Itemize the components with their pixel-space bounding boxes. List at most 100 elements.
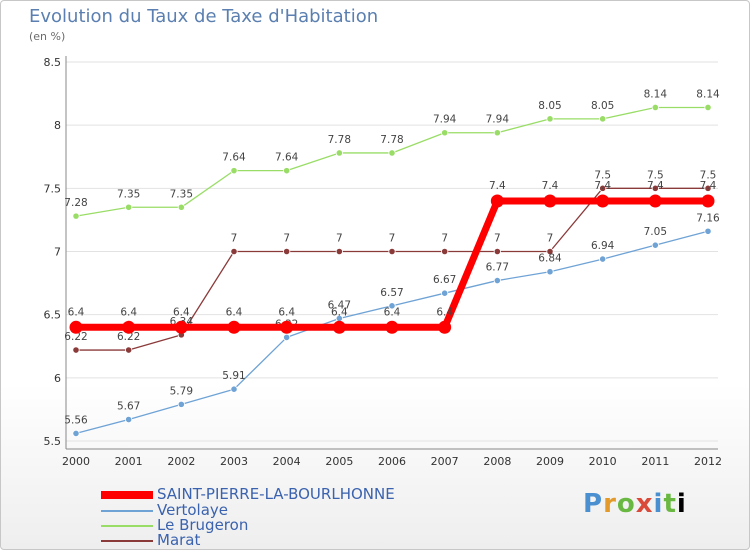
data-label: 7.4 xyxy=(542,180,559,192)
data-label: 6.4 xyxy=(331,306,348,318)
data-point xyxy=(230,167,238,175)
data-label: 7.4 xyxy=(489,180,506,192)
data-label: 7.94 xyxy=(486,114,510,126)
data-point xyxy=(599,115,607,123)
data-point xyxy=(441,289,449,297)
data-point xyxy=(388,149,396,157)
data-point xyxy=(651,184,659,192)
data-point xyxy=(72,346,80,354)
data-label: 7.4 xyxy=(700,180,717,192)
data-point xyxy=(490,194,504,208)
data-label: 7 xyxy=(389,233,396,245)
data-point xyxy=(701,194,715,208)
data-label: 7.78 xyxy=(380,134,403,146)
data-point xyxy=(72,429,80,438)
data-label: 7.5 xyxy=(647,169,664,181)
data-point xyxy=(283,333,291,342)
data-label: 7 xyxy=(494,233,501,245)
data-label: 6.4 xyxy=(436,306,453,318)
data-point xyxy=(230,247,238,256)
x-tick-label: 2006 xyxy=(378,455,406,468)
data-point xyxy=(704,103,712,112)
data-point xyxy=(280,320,294,334)
data-label: 8.14 xyxy=(696,88,720,100)
data-point xyxy=(704,184,712,192)
data-point xyxy=(177,203,185,211)
data-point xyxy=(651,103,659,112)
data-label: 8.05 xyxy=(538,100,561,112)
data-label: 7 xyxy=(547,233,554,245)
data-point xyxy=(493,247,501,256)
x-tick-label: 2008 xyxy=(483,455,511,468)
data-point xyxy=(69,320,83,334)
data-point xyxy=(177,400,185,408)
legend-swatch-saint-pierre xyxy=(101,491,153,499)
data-point xyxy=(543,194,557,208)
data-point xyxy=(388,247,396,256)
logo-letter: r xyxy=(603,489,617,519)
x-tick-label: 2009 xyxy=(536,455,564,468)
x-tick-label: 2012 xyxy=(694,455,722,468)
x-tick-label: 2007 xyxy=(431,455,459,468)
logo-letter: i xyxy=(676,489,687,519)
data-point xyxy=(546,115,554,123)
data-label: 7.64 xyxy=(222,152,246,164)
data-point xyxy=(651,241,659,249)
legend-label-le-brugeron: Le Brugeron xyxy=(157,516,249,534)
data-label: 6.84 xyxy=(538,253,562,265)
chart-title: Evolution du Taux de Taxe d'Habitation xyxy=(29,6,379,27)
data-point xyxy=(332,320,346,334)
data-label: 6.22 xyxy=(117,331,140,343)
y-tick-label: 6 xyxy=(54,372,61,385)
data-point xyxy=(441,129,449,137)
logo-letter: o xyxy=(616,489,636,519)
data-label: 6.57 xyxy=(380,287,403,299)
data-point xyxy=(230,385,238,393)
y-tick-label: 7 xyxy=(54,246,61,259)
proxiti-logo: Proxiti xyxy=(583,489,687,519)
data-label: 6.94 xyxy=(591,240,615,252)
data-label: 8.05 xyxy=(591,100,614,112)
data-point xyxy=(72,212,80,220)
data-label: 6.4 xyxy=(226,306,243,318)
data-label: 7.35 xyxy=(117,188,140,200)
legend-label-saint-pierre: SAINT-PIERRE-LA-BOURLHONNE xyxy=(157,485,395,503)
data-label: 6.77 xyxy=(486,262,509,274)
data-label: 7.94 xyxy=(433,114,457,126)
data-point xyxy=(546,268,554,276)
data-label: 7.35 xyxy=(170,188,193,200)
data-label: 6.22 xyxy=(64,331,87,343)
data-point xyxy=(438,320,452,334)
data-label: 6.4 xyxy=(120,306,137,318)
data-point xyxy=(648,194,662,208)
data-point xyxy=(599,184,607,192)
data-label: 7.16 xyxy=(696,212,720,224)
x-tick-label: 2001 xyxy=(115,455,143,468)
data-point xyxy=(283,167,291,175)
data-label: 5.79 xyxy=(170,385,193,397)
data-point xyxy=(335,149,343,157)
logo-letter: x xyxy=(635,489,654,519)
x-tick-label: 2011 xyxy=(641,455,669,468)
y-tick-label: 8 xyxy=(54,119,61,132)
x-tick-label: 2003 xyxy=(220,455,248,468)
logo-letter: i xyxy=(653,489,664,519)
chart-subtitle: (en %) xyxy=(29,30,66,43)
data-label: 5.67 xyxy=(117,401,140,413)
data-label: 7 xyxy=(336,233,343,245)
data-label: 6.4 xyxy=(68,306,85,318)
data-point xyxy=(385,320,399,334)
legend-swatch-marat xyxy=(101,540,153,542)
x-tick-label: 2004 xyxy=(273,455,301,468)
data-point xyxy=(283,247,291,256)
data-point xyxy=(335,247,343,256)
legend-swatch-le-brugeron xyxy=(101,525,153,527)
data-point xyxy=(493,129,501,137)
x-tick-label: 2010 xyxy=(589,455,617,468)
data-label: 7.5 xyxy=(700,169,717,181)
data-label: 5.56 xyxy=(64,414,88,426)
data-label: 6.67 xyxy=(433,274,456,286)
data-point xyxy=(122,320,136,334)
